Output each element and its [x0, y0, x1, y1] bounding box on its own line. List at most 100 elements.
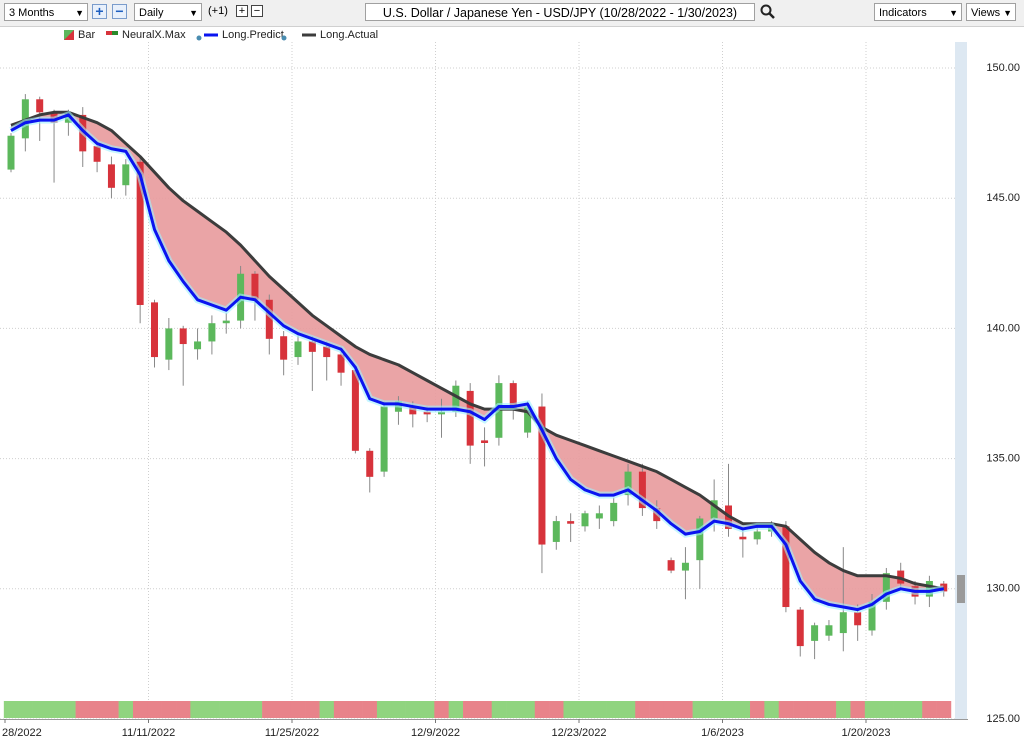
- candle-body: [122, 164, 130, 186]
- signal-segment: [219, 701, 234, 718]
- candle-body: [796, 609, 804, 647]
- candle-body: [710, 500, 718, 519]
- candle-body: [36, 99, 44, 113]
- candle-body: [854, 612, 862, 626]
- scrollbar[interactable]: [955, 42, 967, 719]
- signal-segment: [32, 701, 48, 718]
- candle-body: [868, 601, 876, 631]
- signal-segment: [89, 701, 105, 718]
- x-tick-label: 12/9/2022: [411, 727, 460, 739]
- signal-segment: [290, 701, 306, 718]
- candle-body: [509, 383, 517, 410]
- signal-segment: [176, 701, 191, 718]
- line: [10, 110, 945, 591]
- candle-body: [323, 346, 331, 358]
- x-tick-label: 28/2022: [2, 727, 42, 739]
- candle-body: [452, 385, 460, 412]
- signal-segment: [319, 701, 335, 718]
- y-tick-label: 140.00: [986, 322, 1020, 334]
- line: [10, 113, 945, 612]
- candle-body: [380, 406, 388, 472]
- signal-segment: [434, 701, 449, 718]
- chart-title: U.S. Dollar / Japanese Yen - USD/JPY (10…: [382, 6, 738, 20]
- signal-segment: [520, 701, 536, 718]
- range-select[interactable]: 3 Months ▼: [4, 3, 88, 21]
- scroll-handle[interactable]: [957, 575, 965, 603]
- candle-body: [308, 341, 316, 352]
- zoom-in-button[interactable]: +: [92, 4, 107, 19]
- candle-body: [481, 440, 489, 443]
- grid: [0, 42, 955, 720]
- range-text: 3 Months: [9, 7, 55, 19]
- signal-segment: [104, 701, 119, 718]
- candle-body: [438, 411, 445, 415]
- signal-segment: [750, 701, 765, 718]
- symbol-box[interactable]: U.S. Dollar / Japanese Yen - USD/JPY (10…: [365, 3, 755, 21]
- legend-swatch: [64, 30, 74, 40]
- indicators-text: Indicators: [879, 7, 927, 19]
- candle-body: [538, 406, 546, 545]
- signal-segment: [735, 701, 751, 718]
- candle-body: [337, 354, 345, 373]
- signal-segment: [75, 701, 91, 718]
- signal-segment: [721, 701, 736, 718]
- signal-segment: [262, 701, 277, 718]
- search-icon[interactable]: [760, 4, 776, 20]
- signal-segment: [477, 701, 493, 718]
- signal-segment: [649, 701, 665, 718]
- signal-segment: [506, 701, 521, 718]
- signal-segment: [620, 701, 636, 718]
- candle-body: [839, 612, 847, 634]
- x-tick-label: 12/23/2022: [551, 727, 606, 739]
- signal-segment: [61, 701, 76, 718]
- signal-segment: [821, 701, 837, 718]
- signal-segment: [879, 701, 894, 718]
- candle-body: [466, 390, 474, 446]
- x-tick-label: 11/11/2022: [122, 727, 175, 739]
- signal-segment: [348, 701, 363, 718]
- signal-segment: [836, 701, 851, 718]
- candle-body: [423, 411, 431, 415]
- candle-body: [811, 625, 819, 641]
- candle-body: [753, 531, 761, 540]
- candle-body: [107, 164, 115, 188]
- signal-segment: [592, 701, 607, 718]
- signal-segment: [233, 701, 249, 718]
- signal-segment: [161, 701, 177, 718]
- y-tick-label: 145.00: [986, 192, 1020, 204]
- signal-segment: [376, 701, 392, 718]
- candle-body: [825, 625, 833, 636]
- signal-segment: [190, 701, 206, 718]
- signal-segment: [764, 701, 780, 718]
- views-select[interactable]: Views ▼: [966, 3, 1016, 21]
- candle-body: [581, 513, 589, 527]
- candle-body: [567, 521, 575, 524]
- signal-segment: [692, 701, 708, 718]
- signal-segment: [3, 701, 19, 718]
- signal-segment: [362, 701, 378, 718]
- candle-body: [151, 302, 158, 358]
- candle-body: [7, 135, 15, 170]
- x-tick-label: 1/20/2023: [842, 727, 891, 739]
- candle-body: [782, 526, 790, 608]
- offset-minus[interactable]: −: [251, 5, 263, 17]
- signal-segment: [463, 701, 478, 718]
- indicators-select[interactable]: Indicators ▼: [874, 3, 962, 21]
- signal-segment: [46, 701, 62, 718]
- zoom-out-button[interactable]: −: [112, 4, 127, 19]
- candle-body: [194, 341, 202, 350]
- signal-segment: [276, 701, 292, 718]
- candle-body: [524, 406, 532, 433]
- signal-segment: [305, 701, 320, 718]
- interval-select[interactable]: Daily ▼: [134, 3, 202, 21]
- candle-body: [265, 299, 273, 339]
- signal-segment: [850, 701, 866, 718]
- interval-text: Daily: [139, 7, 164, 19]
- legend-swatch: [106, 31, 112, 35]
- legend-label: Long.Actual: [320, 29, 378, 41]
- candle-body: [610, 502, 618, 522]
- signal-segment: [778, 701, 794, 718]
- offset-plus[interactable]: +: [236, 5, 248, 17]
- candle-body: [667, 560, 675, 571]
- offset-label: (+1): [208, 5, 228, 17]
